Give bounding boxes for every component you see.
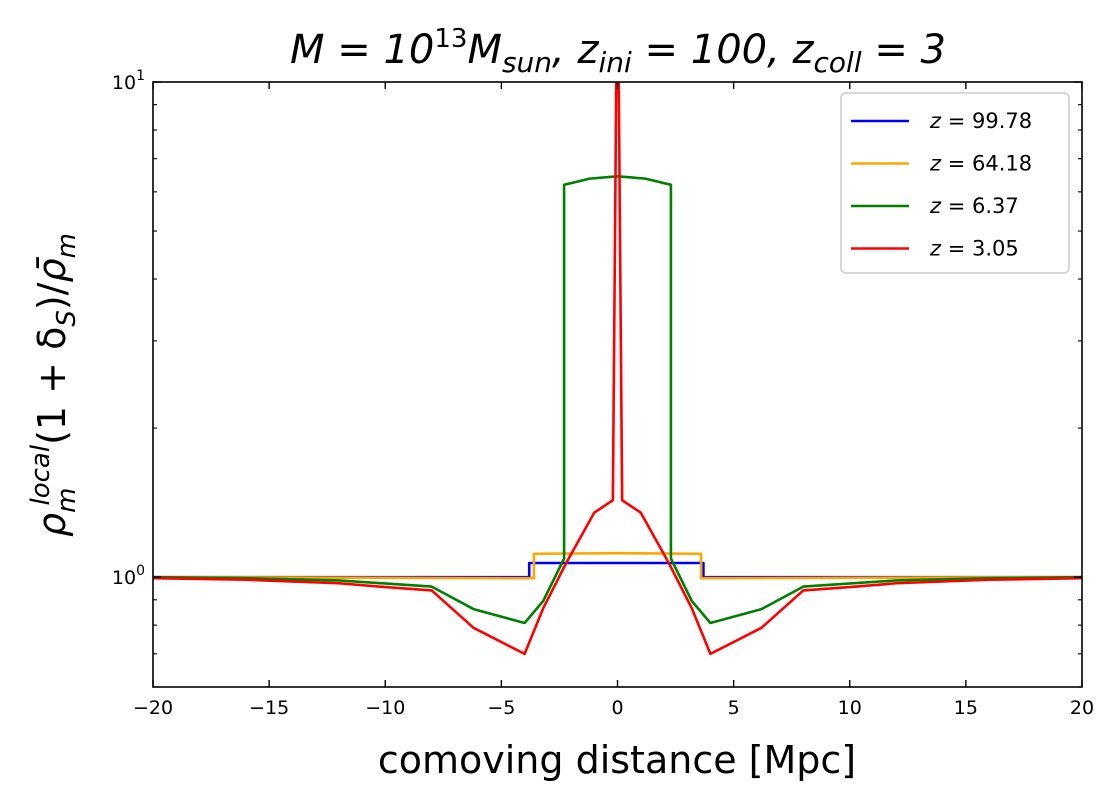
ylabel-part-7: m <box>52 233 82 258</box>
y-tick-label: 100 <box>112 563 145 589</box>
x-tick-label: 10 <box>838 697 862 719</box>
plot-frame <box>152 81 1083 688</box>
x-axis-title: comoving distance [Mpc] <box>378 738 856 782</box>
series-line-2 <box>153 175 1082 625</box>
x-tick-label: 5 <box>728 697 740 719</box>
ylabel-part-0: ρ <box>30 513 74 537</box>
title-part-8: = 3 <box>862 27 946 73</box>
y-tick-label: 101 <box>112 68 145 94</box>
legend-box <box>840 92 1070 274</box>
y-axis-title: ρmlocal(1 + δS)/ρ̄m <box>26 233 82 537</box>
x-tick-label: 15 <box>954 697 978 719</box>
x-tick-label: −15 <box>249 697 289 719</box>
x-tick-label: −20 <box>133 697 173 719</box>
series-line-1 <box>153 551 1082 580</box>
legend-label-2: z = 6.37 <box>929 194 1019 218</box>
ticks-layer: −20 −15 −10 −5 0 5 10 15 20 100 101 <box>112 68 1094 719</box>
series-line-3 <box>153 82 1082 656</box>
title-part-4: , z <box>552 27 599 73</box>
chart-title: M = 1013Msun, zini = 100, zcoll = 3 <box>290 24 946 79</box>
title-part-3: sun <box>502 46 552 79</box>
x-tick-label: −10 <box>365 697 405 719</box>
ylabel-part-3: (1 + δ <box>30 327 74 445</box>
legend-label-0: z = 99.78 <box>929 109 1032 133</box>
ylabel-part-2: local <box>26 444 56 505</box>
title-part-0: M = 10 <box>290 27 434 73</box>
ylabel-part-4: S <box>52 310 82 327</box>
legend: z = 99.78 z = 64.18 z = 6.37 z = 3.05 <box>840 92 1070 274</box>
x-tick-label: −5 <box>487 697 515 719</box>
ylabel-part-5: )/ <box>30 282 74 310</box>
legend-label-1: z = 64.18 <box>929 152 1032 176</box>
x-tick-label: 20 <box>1070 697 1094 719</box>
series-line-0 <box>153 561 1082 579</box>
series-layer <box>153 82 1082 656</box>
title-part-6: = 100, z <box>632 27 815 73</box>
title-part-2: M <box>467 27 502 73</box>
title-part-5: ini <box>598 46 632 79</box>
title-part-7: coll <box>814 46 862 79</box>
ylabel-part-1: m <box>52 488 82 513</box>
ylabel-part-6: ρ̄ <box>30 256 74 282</box>
legend-label-3: z = 3.05 <box>929 237 1019 261</box>
title-part-1: 13 <box>434 24 467 54</box>
x-tick-label: 0 <box>611 697 623 719</box>
